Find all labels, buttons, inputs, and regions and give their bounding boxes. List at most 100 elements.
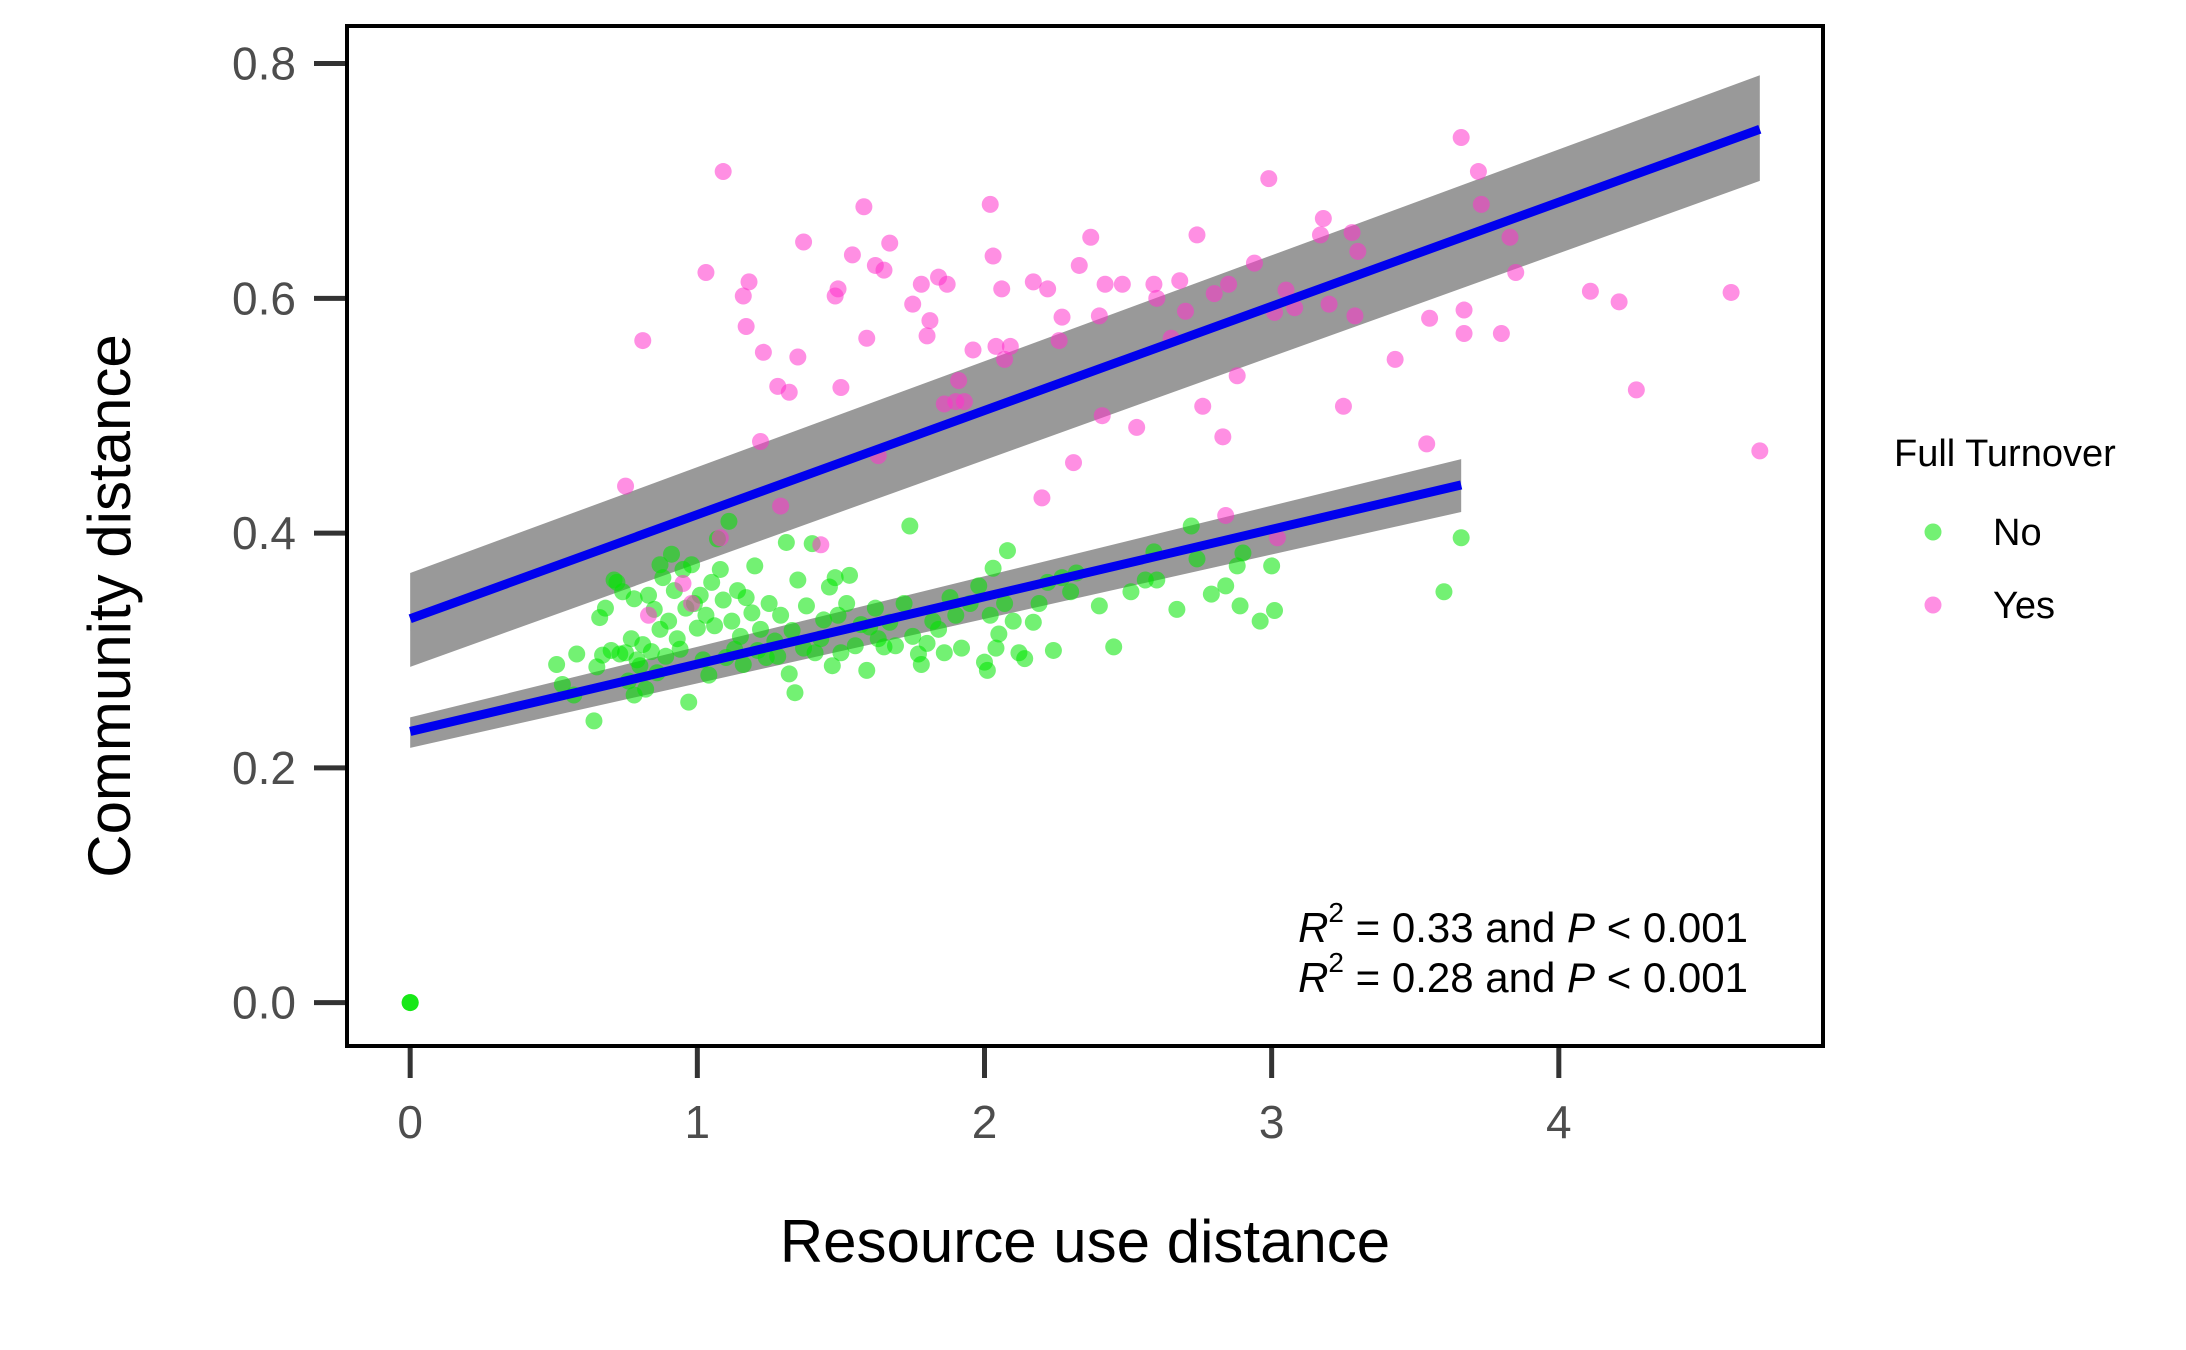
point-no [797,597,815,615]
legend-label-yes: Yes [1993,585,2055,627]
point-yes [697,263,715,281]
point-yes [1260,170,1278,188]
point-yes [1386,350,1404,368]
point-yes [996,350,1014,368]
point-yes [832,379,850,397]
legend-label-no: No [1993,512,2042,554]
point-yes [1217,506,1235,524]
point-no [1231,597,1249,615]
point-yes [734,287,752,305]
data-points [401,129,1769,1012]
point-yes [1418,435,1436,453]
point-no [671,640,689,658]
point-yes [789,348,807,366]
legend: Full Turnover No Yes [1894,433,2116,627]
point-no [783,621,801,639]
point-no [596,599,614,617]
x-axis-ticks: 0 1 2 3 4 [397,1048,1572,1148]
x-tick-label: 3 [1259,1096,1285,1148]
point-no [1168,600,1186,618]
point-no [981,606,999,624]
legend-title: Full Turnover [1894,433,2116,475]
point-yes [1001,337,1019,355]
point-no [987,639,1005,657]
point-yes [1421,309,1439,327]
point-no [746,557,764,575]
point-no [737,589,755,607]
point-no [657,647,675,665]
point-yes [918,327,936,345]
y-axis-ticks: 0.0 0.2 0.4 0.6 0.8 [232,38,345,1029]
point-yes [1469,163,1487,181]
x-tick-label: 4 [1546,1096,1572,1148]
point-yes [1177,302,1195,320]
point-yes [1581,282,1599,300]
legend-entries: No Yes [1924,512,2055,627]
point-yes [711,529,729,547]
point-no [711,560,729,578]
point-no [953,639,971,657]
x-tick-label: 2 [972,1096,998,1148]
point-yes [1096,275,1114,293]
point-yes [780,383,798,401]
point-yes [1214,428,1232,446]
point-yes [1194,397,1212,415]
point-yes [1148,289,1166,307]
point-no [912,656,930,674]
point-no [714,591,732,609]
point-yes [875,261,893,279]
x-tick-label: 0 [397,1096,423,1148]
point-yes [772,497,790,515]
point-no [829,606,847,624]
point-no [1452,529,1470,547]
plot-panel-border [345,24,1825,1048]
point-no [866,599,884,617]
point-yes [812,536,830,554]
point-no [1263,557,1281,575]
point-yes [855,198,873,216]
point-yes [1082,228,1100,246]
point-no [998,542,1016,560]
point-no [660,612,678,630]
point-no [996,594,1014,612]
point-no [823,657,841,675]
y-tick-label: 0.8 [232,38,296,90]
point-no [1234,544,1252,562]
y-tick-label: 0.2 [232,742,296,794]
point-no [786,684,804,702]
point-no [760,594,778,612]
point-yes [950,371,968,389]
point-yes [984,247,1002,265]
point-no [731,627,749,645]
point-yes [1311,226,1329,244]
point-no [706,617,724,635]
point-yes [964,341,982,359]
point-yes [1050,332,1068,350]
legend-key-yes [1924,596,1942,614]
point-no [1004,612,1022,630]
point-yes [1090,307,1108,325]
point-no [688,619,706,637]
point-yes [1346,307,1364,325]
point-yes [993,280,1011,298]
point-no [838,594,856,612]
point-no [683,556,701,574]
stats-annotation-line: R2 = 0.28 and P < 0.001 [1298,947,1748,1001]
y-tick-label: 0.0 [232,977,296,1029]
point-yes [1455,325,1473,343]
point-no [858,661,876,679]
point-yes [1228,367,1246,385]
point-no [401,994,419,1012]
point-yes [617,477,635,495]
point-no [642,643,660,661]
point-yes [1334,397,1352,415]
point-yes [981,195,999,213]
point-no [637,680,655,698]
point-no [1202,585,1220,603]
point-no [680,693,698,711]
point-no [970,577,988,595]
point-no [918,634,936,652]
regression-line-yes [408,125,1762,623]
point-no [1217,577,1235,595]
